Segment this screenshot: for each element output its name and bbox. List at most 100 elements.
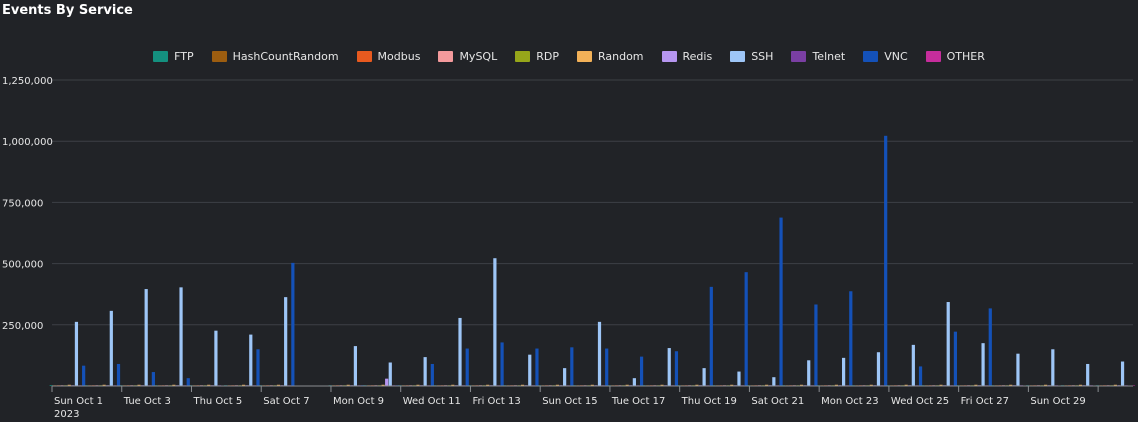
bar-ssh[interactable] bbox=[702, 368, 706, 386]
bar-random[interactable] bbox=[346, 384, 350, 386]
bar-ssh[interactable] bbox=[144, 289, 148, 386]
bar-ssh[interactable] bbox=[1120, 361, 1125, 386]
bar-random[interactable] bbox=[834, 384, 838, 386]
bar-vnc[interactable] bbox=[570, 347, 574, 386]
legend-item-hashcountrandom[interactable]: HashCountRandom bbox=[211, 50, 339, 63]
legend-item-ssh[interactable]: SSH bbox=[730, 50, 773, 63]
bar-random[interactable] bbox=[730, 384, 734, 386]
bar-ssh[interactable] bbox=[597, 321, 602, 386]
bar-ssh[interactable] bbox=[493, 258, 497, 386]
bar-vnc[interactable] bbox=[779, 217, 783, 386]
bar-ssh[interactable] bbox=[284, 297, 288, 386]
legend-item-modbus[interactable]: Modbus bbox=[356, 50, 420, 63]
bar-ssh[interactable] bbox=[353, 346, 357, 386]
bar-vnc[interactable] bbox=[744, 272, 748, 386]
bar-ssh[interactable] bbox=[981, 343, 985, 386]
legend-item-vnc[interactable]: VNC bbox=[863, 50, 908, 63]
bar-vnc[interactable] bbox=[605, 348, 609, 386]
bar-random[interactable] bbox=[172, 384, 176, 386]
bar-vnc[interactable] bbox=[116, 363, 121, 386]
bar-vnc[interactable] bbox=[988, 308, 992, 386]
bar-ssh[interactable] bbox=[737, 371, 741, 386]
bar-ssh[interactable] bbox=[528, 354, 532, 386]
bar-ssh[interactable] bbox=[214, 330, 218, 386]
bar-random[interactable] bbox=[590, 384, 594, 386]
bar-random[interactable] bbox=[869, 384, 873, 386]
bar-vnc[interactable] bbox=[500, 342, 504, 386]
bar-random[interactable] bbox=[1044, 384, 1048, 386]
bar-vnc[interactable] bbox=[430, 363, 434, 386]
legend-item-other[interactable]: OTHER bbox=[925, 50, 985, 63]
bar-random[interactable] bbox=[207, 384, 211, 386]
bar-random[interactable] bbox=[974, 384, 978, 386]
bar-ssh[interactable] bbox=[946, 302, 950, 386]
bar-vnc[interactable] bbox=[291, 262, 295, 386]
bar-vnc[interactable] bbox=[953, 331, 958, 386]
bar-random[interactable] bbox=[381, 384, 385, 386]
bar-random[interactable] bbox=[102, 384, 106, 386]
legend-item-random[interactable]: Random bbox=[576, 50, 644, 63]
bar-ssh[interactable] bbox=[423, 357, 427, 386]
bar-ssh[interactable] bbox=[632, 378, 636, 386]
bar-random[interactable] bbox=[416, 384, 420, 386]
bar-random[interactable] bbox=[904, 384, 908, 386]
bar-random[interactable] bbox=[939, 384, 943, 386]
bar-ssh[interactable] bbox=[249, 334, 253, 386]
bar-ftp[interactable] bbox=[49, 385, 53, 386]
x-tick-label: Wed Oct 11 bbox=[403, 396, 461, 407]
bar-ssh[interactable] bbox=[842, 357, 846, 386]
bar-ssh[interactable] bbox=[458, 317, 462, 386]
bar-random[interactable] bbox=[765, 384, 769, 386]
bar-random[interactable] bbox=[67, 384, 71, 386]
bar-vnc[interactable] bbox=[639, 356, 644, 386]
bar-other[interactable] bbox=[1131, 385, 1135, 387]
bar-random[interactable] bbox=[625, 384, 629, 386]
bar-vnc[interactable] bbox=[256, 349, 260, 386]
bar-ssh[interactable] bbox=[563, 368, 567, 386]
bar-vnc[interactable] bbox=[151, 372, 155, 386]
bar-random[interactable] bbox=[1113, 384, 1117, 386]
bar-random[interactable] bbox=[799, 384, 804, 386]
bar-random[interactable] bbox=[137, 384, 141, 386]
bar-random[interactable] bbox=[486, 384, 490, 386]
bar-random[interactable] bbox=[660, 384, 664, 386]
legend-item-mysql[interactable]: MySQL bbox=[438, 50, 497, 63]
bar-random[interactable] bbox=[555, 384, 560, 386]
bar-ssh[interactable] bbox=[388, 362, 392, 387]
legend-swatch bbox=[356, 51, 372, 62]
bar-ssh[interactable] bbox=[807, 360, 811, 386]
bar-redis[interactable] bbox=[385, 378, 389, 386]
bar-random[interactable] bbox=[241, 384, 246, 386]
legend-item-ftp[interactable]: FTP bbox=[153, 50, 194, 63]
legend-item-rdp[interactable]: RDP bbox=[515, 50, 559, 63]
bar-vnc[interactable] bbox=[849, 291, 853, 386]
bar-vnc[interactable] bbox=[535, 348, 539, 386]
bar-ssh[interactable] bbox=[876, 352, 881, 386]
bar-random[interactable] bbox=[451, 384, 455, 386]
bar-random[interactable] bbox=[695, 384, 699, 386]
bar-random[interactable] bbox=[1078, 384, 1083, 386]
bar-ssh[interactable] bbox=[179, 287, 183, 386]
bar-vnc[interactable] bbox=[709, 286, 713, 386]
bar-vnc[interactable] bbox=[186, 378, 190, 386]
bar-vnc[interactable] bbox=[918, 366, 923, 386]
bar-ssh[interactable] bbox=[109, 310, 113, 386]
bar-vnc[interactable] bbox=[82, 365, 86, 386]
bar-vnc[interactable] bbox=[465, 348, 469, 386]
bar-ssh[interactable] bbox=[667, 348, 671, 386]
legend-item-redis[interactable]: Redis bbox=[661, 50, 712, 63]
bar-random[interactable] bbox=[1009, 384, 1013, 386]
bar-vnc[interactable] bbox=[884, 135, 888, 386]
legend-label: Telnet bbox=[812, 50, 846, 63]
bar-random[interactable] bbox=[520, 384, 525, 386]
legend-item-telnet[interactable]: Telnet bbox=[791, 50, 845, 63]
bar-vnc[interactable] bbox=[814, 304, 818, 386]
bar-random[interactable] bbox=[276, 384, 281, 386]
bar-ssh[interactable] bbox=[74, 321, 79, 386]
bar-vnc[interactable] bbox=[674, 351, 679, 386]
bar-ssh[interactable] bbox=[911, 344, 915, 386]
bar-ssh[interactable] bbox=[1051, 349, 1055, 386]
bar-ssh[interactable] bbox=[1086, 363, 1090, 386]
bar-ssh[interactable] bbox=[772, 377, 776, 386]
bar-ssh[interactable] bbox=[1016, 353, 1020, 386]
